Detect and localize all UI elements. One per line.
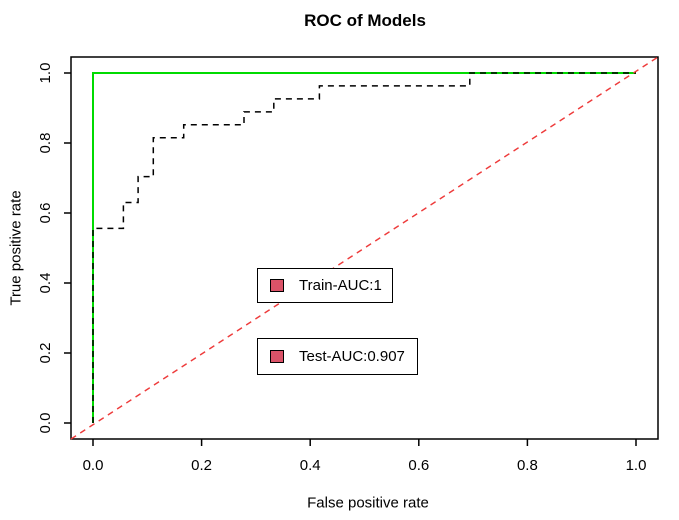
- train-roc-line: [92, 72, 636, 423]
- chance-diagonal-line: [70, 56, 659, 440]
- y-tick-label: 0.4: [37, 273, 54, 294]
- y-tick-label: 0.2: [37, 343, 54, 364]
- y-axis-title: True positive rate: [7, 190, 25, 306]
- legend-train-label: Train-AUC:1: [299, 277, 382, 294]
- x-axis-title: False positive rate: [307, 494, 429, 512]
- x-tick-label: 0.0: [83, 457, 104, 474]
- train-legend-swatch-icon: [270, 279, 284, 292]
- y-tick-label: 0.8: [37, 133, 54, 154]
- test-legend-swatch-icon: [270, 350, 284, 363]
- legend-test-box: Test-AUC:0.907: [257, 338, 418, 375]
- x-tick-label: 0.8: [517, 457, 538, 474]
- y-tick-label: 0.6: [37, 203, 54, 224]
- y-tick-label: 0.0: [37, 413, 54, 434]
- x-tick-label: 0.4: [300, 457, 321, 474]
- test-roc-line: [92, 72, 636, 423]
- legend-test-label: Test-AUC:0.907: [299, 348, 405, 365]
- y-tick-label: 1.0: [37, 63, 54, 84]
- x-tick-label: 0.6: [408, 457, 429, 474]
- x-tick-label: 0.2: [191, 457, 212, 474]
- plot-frame: [70, 56, 659, 440]
- chart-title: ROC of Models: [304, 11, 426, 30]
- legend-train-box: Train-AUC:1: [257, 268, 393, 303]
- x-tick-label: 1.0: [626, 457, 647, 474]
